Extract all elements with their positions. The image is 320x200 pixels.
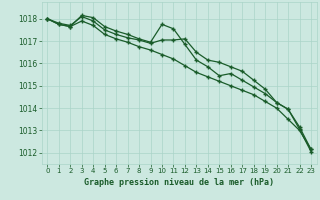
X-axis label: Graphe pression niveau de la mer (hPa): Graphe pression niveau de la mer (hPa) [84,178,274,187]
